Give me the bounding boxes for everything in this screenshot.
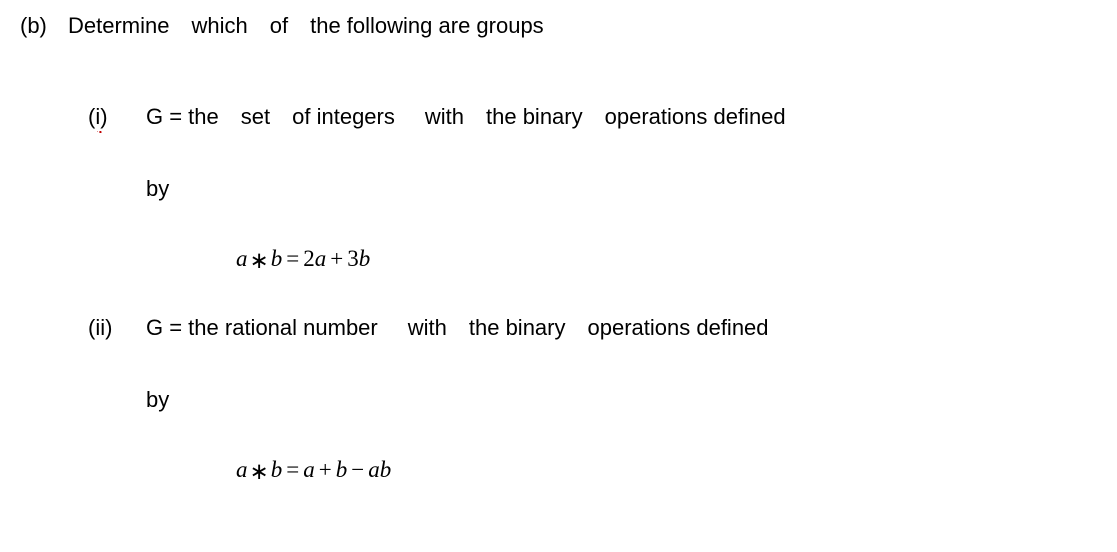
part-i-t6: operations defined (605, 103, 786, 132)
prompt-w3: of (270, 12, 288, 41)
part-i-by-text: by (146, 175, 169, 204)
part-ii-t4: with (408, 314, 447, 343)
eq-i-eq: = (282, 246, 303, 271)
eq-ii-eq: = (282, 457, 303, 482)
part-ii-label: (ii) (88, 314, 146, 343)
part-i-t1: G = the (146, 103, 219, 132)
prompt-w4: the following are groups (310, 12, 544, 41)
eq-ii-minus: − (347, 457, 368, 482)
eq-i-a1: a (236, 246, 248, 271)
eq-ii-b3: b (380, 457, 392, 482)
part-i-label: (i) (88, 103, 146, 132)
prompt-w2: which (191, 12, 247, 41)
part-ii-t6: operations defined (588, 314, 769, 343)
eq-i-plus: + (326, 246, 347, 271)
part-ii-by: by (146, 386, 1097, 415)
eq-i-star: ∗ (248, 248, 271, 273)
part-i-label-i: i (95, 103, 100, 132)
part-ii-t5: the binary (469, 314, 566, 343)
eq-ii-a1: a (236, 457, 248, 482)
part-i-t5: the binary (486, 103, 583, 132)
part-ii-line: (ii) G = the rational number with the bi… (88, 314, 1097, 343)
eq-ii-b2: b (336, 457, 348, 482)
part-i-line: (i) G = the set of integers with the bin… (88, 103, 1097, 132)
part-i-equation: a∗b=2a+3b (236, 244, 1097, 274)
eq-ii-b1: b (271, 457, 283, 482)
equation-i: a∗b=2a+3b (236, 244, 370, 274)
part-b-label: (b) (20, 12, 68, 41)
exam-question-b: (b) Determine which of the following are… (0, 0, 1117, 485)
part-i-by: by (146, 175, 1097, 204)
part-i-label-close: ) (100, 104, 107, 129)
eq-i-b1: b (271, 246, 283, 271)
eq-i-b2: b (359, 246, 371, 271)
part-ii-by-text: by (146, 386, 169, 415)
prompt-w1: Determine (68, 12, 169, 41)
part-i-t4: with (425, 103, 464, 132)
prompt-line: (b) Determine which of the following are… (20, 12, 1097, 41)
equation-ii: a∗b=a+b−ab (236, 455, 391, 485)
eq-i-3: 3 (347, 246, 359, 271)
part-i-label-open: ( (88, 104, 95, 129)
spellcheck-underline-icon (97, 128, 103, 133)
part-ii-t1: G = the rational number (146, 314, 378, 343)
eq-ii-star: ∗ (248, 459, 271, 484)
part-i-t3: of integers (292, 103, 395, 132)
eq-ii-plus: + (315, 457, 336, 482)
part-i-t2: set (241, 103, 270, 132)
eq-i-2: 2 (303, 246, 315, 271)
eq-ii-a2: a (303, 457, 315, 482)
eq-i-a2: a (315, 246, 327, 271)
part-ii-equation: a∗b=a+b−ab (236, 455, 1097, 485)
eq-ii-a3: a (368, 457, 380, 482)
